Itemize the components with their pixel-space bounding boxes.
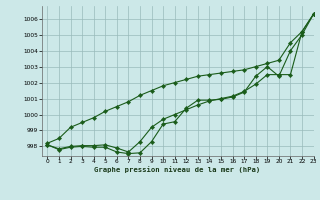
X-axis label: Graphe pression niveau de la mer (hPa): Graphe pression niveau de la mer (hPa) xyxy=(94,167,261,173)
